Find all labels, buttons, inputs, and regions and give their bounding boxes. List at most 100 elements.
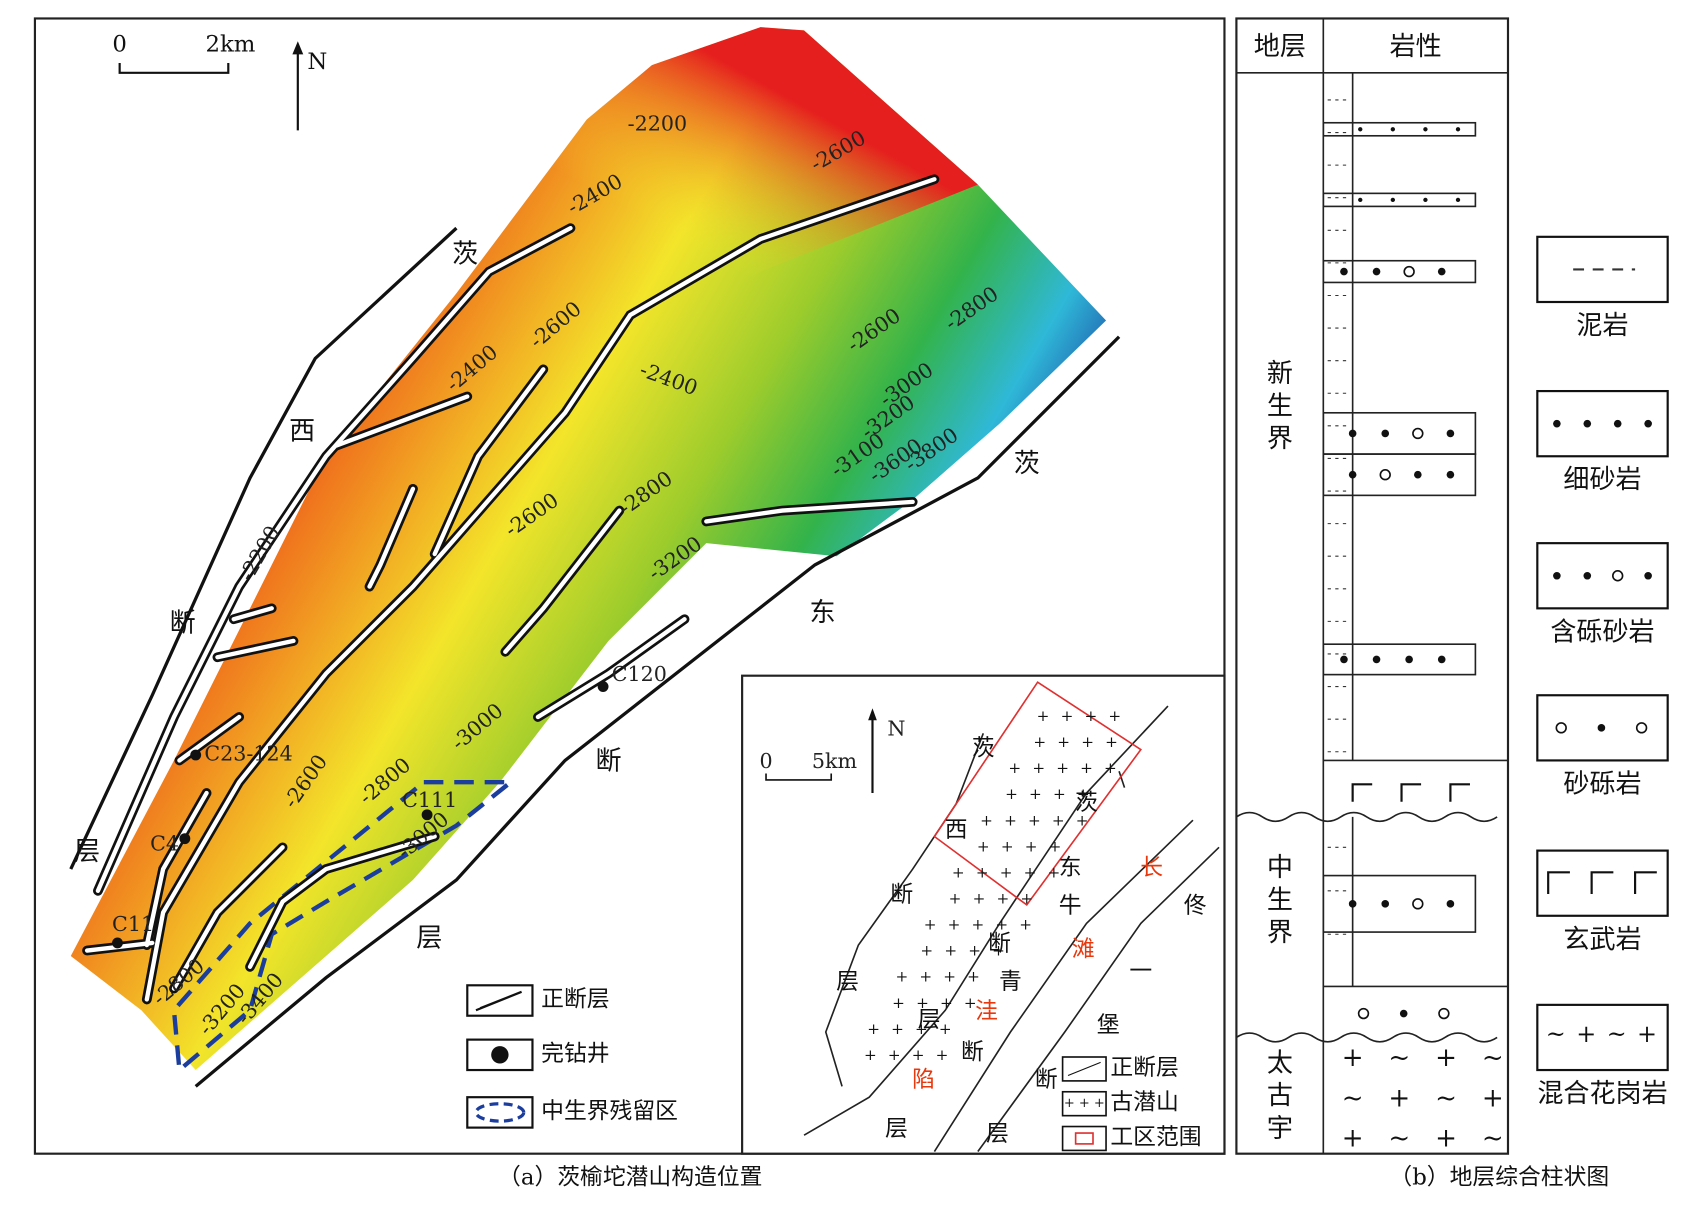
caption: （b）地层综合柱状图 bbox=[1389, 1165, 1609, 1191]
inset-red-label: 陷 bbox=[912, 1067, 935, 1093]
inset-red-label: 长 bbox=[1140, 855, 1163, 881]
grain bbox=[1358, 127, 1363, 132]
grain bbox=[1423, 197, 1428, 203]
cross: + bbox=[1005, 785, 1018, 803]
well-label: C4 bbox=[150, 832, 179, 856]
grain bbox=[1390, 127, 1396, 132]
cross: + bbox=[1105, 733, 1118, 751]
inset-label: 断 bbox=[1035, 1067, 1058, 1093]
cross: + bbox=[1057, 733, 1070, 751]
cross: + bbox=[944, 942, 957, 960]
stratum: 太古宇 bbox=[1267, 1049, 1293, 1144]
inset-label: 东 bbox=[1059, 855, 1082, 881]
inset-label: 青 bbox=[999, 969, 1022, 995]
grain bbox=[1644, 419, 1652, 428]
cross: + bbox=[995, 916, 1008, 934]
basalt bbox=[1547, 871, 1570, 895]
column-lines bbox=[1235, 18, 1508, 1154]
grain bbox=[1455, 197, 1461, 203]
granite: + bbox=[1342, 1124, 1364, 1154]
grain bbox=[1597, 724, 1606, 732]
basalt bbox=[1634, 871, 1657, 895]
grain bbox=[1613, 419, 1622, 428]
boundary-fault bbox=[69, 226, 458, 870]
grain bbox=[1340, 655, 1348, 664]
stratum: 新生界 bbox=[1267, 359, 1293, 454]
cross: + bbox=[1028, 811, 1041, 829]
cross: + bbox=[980, 811, 993, 829]
grain bbox=[1583, 571, 1592, 580]
well-label: C23-124 bbox=[204, 741, 292, 765]
grain bbox=[1381, 900, 1390, 908]
granite: ~ bbox=[1342, 1083, 1364, 1113]
cross: + bbox=[952, 863, 965, 881]
inset-label: 茨 bbox=[972, 736, 995, 762]
grain bbox=[1372, 267, 1381, 276]
cross: + bbox=[1001, 837, 1014, 855]
granite: ~ bbox=[1607, 1020, 1627, 1048]
cross: + bbox=[924, 916, 937, 934]
inset-north-head bbox=[868, 708, 877, 721]
cross: + bbox=[1025, 837, 1038, 855]
cross: + bbox=[1019, 916, 1032, 934]
inset-lines bbox=[803, 705, 1220, 1152]
fault-label: 层 bbox=[416, 924, 442, 954]
cross: + bbox=[919, 968, 932, 986]
grain bbox=[1348, 429, 1357, 438]
legend-label: 泥岩 bbox=[1576, 311, 1628, 341]
well bbox=[190, 749, 202, 761]
cross: + bbox=[1049, 837, 1062, 855]
inset-legend-label: 正断层 bbox=[1110, 1055, 1178, 1081]
grain bbox=[1372, 655, 1381, 664]
pebble bbox=[1412, 898, 1424, 910]
cross: + bbox=[1061, 707, 1074, 725]
legend-label: 混合花岗岩 bbox=[1537, 1079, 1667, 1109]
well bbox=[179, 833, 191, 845]
cross: + bbox=[973, 889, 986, 907]
column-symbols: + ~ + ~ ~ + ~ + + ~ + ~ bbox=[1327, 99, 1504, 1154]
grain bbox=[1455, 127, 1461, 132]
cross: + bbox=[977, 837, 990, 855]
granite: ~ bbox=[1388, 1043, 1410, 1073]
cross: + bbox=[948, 916, 961, 934]
inset-label: 茨 bbox=[1075, 790, 1098, 816]
panel-a-frame bbox=[33, 17, 1226, 1155]
inset-north: N bbox=[887, 717, 905, 741]
basalt bbox=[1351, 783, 1373, 802]
grain bbox=[1553, 419, 1561, 428]
legend-label: 完钻井 bbox=[541, 1041, 609, 1067]
fault-label: 层 bbox=[74, 837, 100, 867]
well bbox=[421, 809, 433, 821]
grain bbox=[1358, 197, 1363, 203]
cross: + bbox=[1000, 863, 1013, 881]
fault-label: 西 bbox=[289, 416, 315, 446]
granite: ~ bbox=[1482, 1043, 1504, 1073]
pebble bbox=[1412, 427, 1424, 440]
grain bbox=[1553, 571, 1561, 580]
cross: + bbox=[867, 1020, 880, 1038]
work-area bbox=[933, 681, 1142, 907]
fault-label: 断 bbox=[170, 609, 196, 639]
cross: + bbox=[1033, 733, 1046, 751]
granite: ~ bbox=[1546, 1020, 1566, 1048]
pebble bbox=[1612, 570, 1624, 582]
legend-label: 玄武岩 bbox=[1563, 925, 1641, 955]
structure-map-top bbox=[70, 27, 978, 956]
cross: + bbox=[892, 994, 905, 1012]
pebble bbox=[1438, 1007, 1450, 1020]
fault-label: 茨 bbox=[1014, 449, 1040, 479]
grain bbox=[1446, 900, 1455, 908]
inset-scale: 5km bbox=[812, 749, 857, 773]
pebble bbox=[1635, 722, 1648, 734]
pebble bbox=[1403, 265, 1415, 278]
cross: + bbox=[968, 942, 981, 960]
cross: + bbox=[976, 863, 989, 881]
inset-label: 西 bbox=[945, 817, 968, 843]
inset-red-label: 洼 bbox=[975, 998, 998, 1024]
legend-box bbox=[1536, 849, 1669, 917]
mesozoic-area bbox=[171, 779, 517, 1075]
cross: + bbox=[916, 994, 929, 1012]
inset-label: 层 bbox=[918, 1007, 941, 1033]
well bbox=[597, 681, 609, 692]
grain bbox=[1446, 429, 1455, 438]
